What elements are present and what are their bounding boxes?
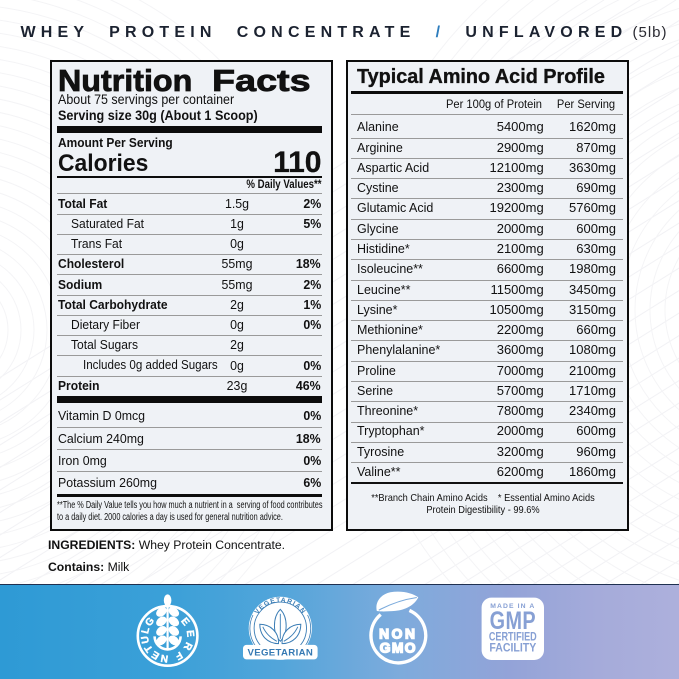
svg-text:L: L xyxy=(140,626,152,635)
svg-text:F: F xyxy=(173,648,184,661)
svg-text:FACILITY: FACILITY xyxy=(489,642,536,655)
svg-text:N: N xyxy=(160,651,169,663)
svg-text:GMP: GMP xyxy=(490,607,536,635)
svg-text:VEGETARIAN: VEGETARIAN xyxy=(247,647,313,658)
svg-text:NON: NON xyxy=(379,626,417,641)
svg-text:CERTIFIED: CERTIFIED xyxy=(489,630,537,644)
svg-text:E: E xyxy=(184,629,196,637)
svg-text:R: R xyxy=(180,640,193,652)
svg-text:E: E xyxy=(178,615,191,627)
svg-text:MADE IN A: MADE IN A xyxy=(490,602,535,609)
svg-text:GMO: GMO xyxy=(380,640,417,655)
svg-text:U: U xyxy=(140,635,152,644)
